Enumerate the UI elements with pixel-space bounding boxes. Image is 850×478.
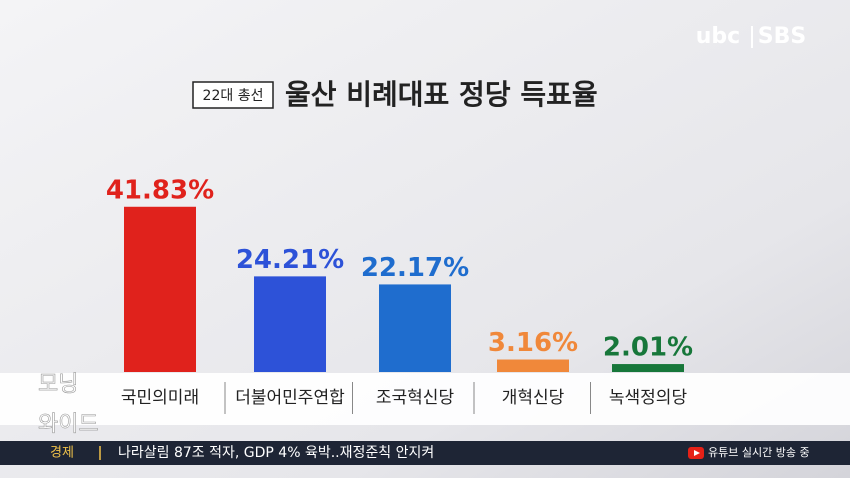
ticker-section: 경제	[50, 446, 74, 461]
label-band	[0, 373, 850, 425]
ticker-headline: 나라살림 87조 적자, GDP 4% 육박..재정준칙 안지켜	[118, 445, 434, 461]
value-label: 3.16%	[488, 328, 578, 358]
ticker-bar	[0, 441, 850, 465]
watermark: 와이드	[38, 412, 99, 437]
bar	[124, 206, 196, 372]
watermark: 모닝	[38, 372, 78, 397]
badge-box	[192, 81, 274, 109]
bar	[254, 276, 326, 372]
chart-title: 울산 비례대표 정당 득표율	[285, 78, 598, 111]
value-label: 2.01%	[603, 333, 693, 363]
value-label: 24.21%	[236, 245, 344, 275]
logo-left: ubc	[696, 24, 740, 49]
value-label: 22.17%	[361, 253, 469, 283]
ticker-youtube: 유튜브 실시간 방송 중	[708, 446, 810, 459]
x-tick-label: 조국혁신당	[376, 388, 455, 408]
x-tick-label: 개혁신당	[502, 388, 565, 408]
x-tick-label: 녹색정의당	[609, 388, 688, 408]
logo-right: SBS	[758, 24, 806, 49]
x-tick-label: 국민의미래	[121, 388, 199, 408]
bar	[497, 359, 569, 372]
bar	[612, 364, 684, 372]
bar	[379, 284, 451, 372]
badge: 22대 총선	[203, 88, 264, 104]
x-tick-label: 더불어민주연합	[235, 388, 345, 408]
youtube-play	[694, 450, 700, 456]
value-label: 41.83%	[106, 175, 214, 205]
